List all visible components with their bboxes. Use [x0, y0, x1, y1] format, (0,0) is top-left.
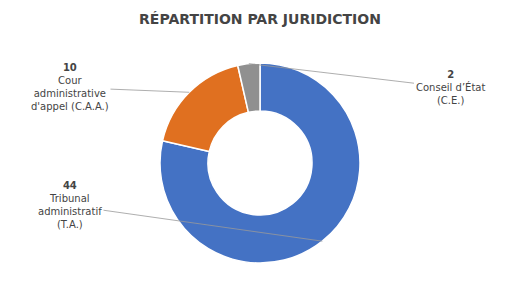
svg-text:2Conseil d’État(C.E.): 2Conseil d’État(C.E.): [416, 69, 485, 106]
svg-text:RÉPARTITION PAR JURIDICTION: RÉPARTITION PAR JURIDICTION: [139, 11, 381, 27]
svg-text:10Couradministratived'appel (C: 10Couradministratived'appel (C.A.A.): [31, 62, 109, 112]
svg-text:44Tribunaladministratif(T.A.): 44Tribunaladministratif(T.A.): [38, 180, 102, 230]
